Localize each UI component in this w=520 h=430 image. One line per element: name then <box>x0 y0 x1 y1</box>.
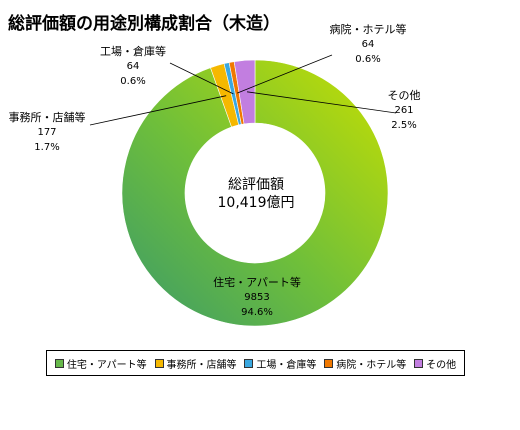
legend-item-housing: 住宅・アパート等 <box>54 356 147 371</box>
data-label-hospital: 病院・ホテル等 64 0.6% <box>322 22 414 67</box>
legend-label-factory: 工場・倉庫等 <box>256 359 317 371</box>
legend-label-office: 事務所・店舗等 <box>166 359 237 371</box>
data-label-office: 事務所・店舗等 177 1.7% <box>4 110 90 155</box>
legend-swatch-housing <box>54 358 64 368</box>
data-label-housing: 住宅・アパート等 9853 94.6% <box>212 275 302 320</box>
legend-item-other: その他 <box>414 356 456 371</box>
leader-line-factory <box>169 62 234 95</box>
data-label-other: その他 261 2.5% <box>374 88 434 133</box>
data-label-hospital-percent: 0.6% <box>355 54 381 65</box>
data-label-other-percent: 2.5% <box>391 120 417 131</box>
center-label-total: 10,419億円 <box>217 195 295 211</box>
data-label-factory-percent: 0.6% <box>120 76 146 87</box>
legend-item-office: 事務所・店舗等 <box>154 356 237 371</box>
data-label-hospital-name: 病院・ホテル等 <box>329 23 407 36</box>
data-label-other-value: 261 <box>394 105 414 116</box>
data-label-office-percent: 1.7% <box>34 142 60 153</box>
leader-line-hospital <box>237 54 333 94</box>
leader-line-office <box>89 95 227 126</box>
data-label-factory: 工場・倉庫等 64 0.6% <box>92 44 174 89</box>
data-label-hospital-value: 64 <box>361 39 375 50</box>
legend-label-housing: 住宅・アパート等 <box>66 359 147 371</box>
data-label-factory-value: 64 <box>126 61 140 72</box>
leader-line-other <box>246 91 397 114</box>
legend-swatch-factory <box>244 358 254 368</box>
data-label-office-value: 177 <box>37 127 57 138</box>
data-label-other-name: その他 <box>387 89 421 102</box>
data-label-office-name: 事務所・店舗等 <box>8 111 86 124</box>
legend-item-factory: 工場・倉庫等 <box>244 356 316 371</box>
data-label-factory-name: 工場・倉庫等 <box>100 45 166 58</box>
legend-item-hospital: 病院・ホテル等 <box>324 356 406 371</box>
donut-slice-housing <box>121 59 389 327</box>
data-label-housing-value: 9853 <box>244 292 270 303</box>
donut-slice-other <box>233 59 256 125</box>
chart-title: 総評価額の用途別構成割合（木造） <box>8 14 280 34</box>
chart-legend: 住宅・アパート等 事務所・店舗等 工場・倉庫等 病院・ホテル等 その他 <box>46 350 465 376</box>
legend-swatch-other <box>414 358 424 368</box>
data-label-housing-percent: 94.6% <box>241 307 273 318</box>
donut-chart <box>89 54 397 327</box>
center-label: 総評価額 10,419億円 <box>196 176 316 212</box>
legend-label-hospital: 病院・ホテル等 <box>336 359 407 371</box>
legend-label-other: その他 <box>426 359 457 371</box>
center-label-title: 総評価額 <box>228 177 284 193</box>
legend-swatch-office <box>154 358 164 368</box>
legend-swatch-hospital <box>324 358 334 368</box>
data-label-housing-name: 住宅・アパート等 <box>213 276 301 289</box>
